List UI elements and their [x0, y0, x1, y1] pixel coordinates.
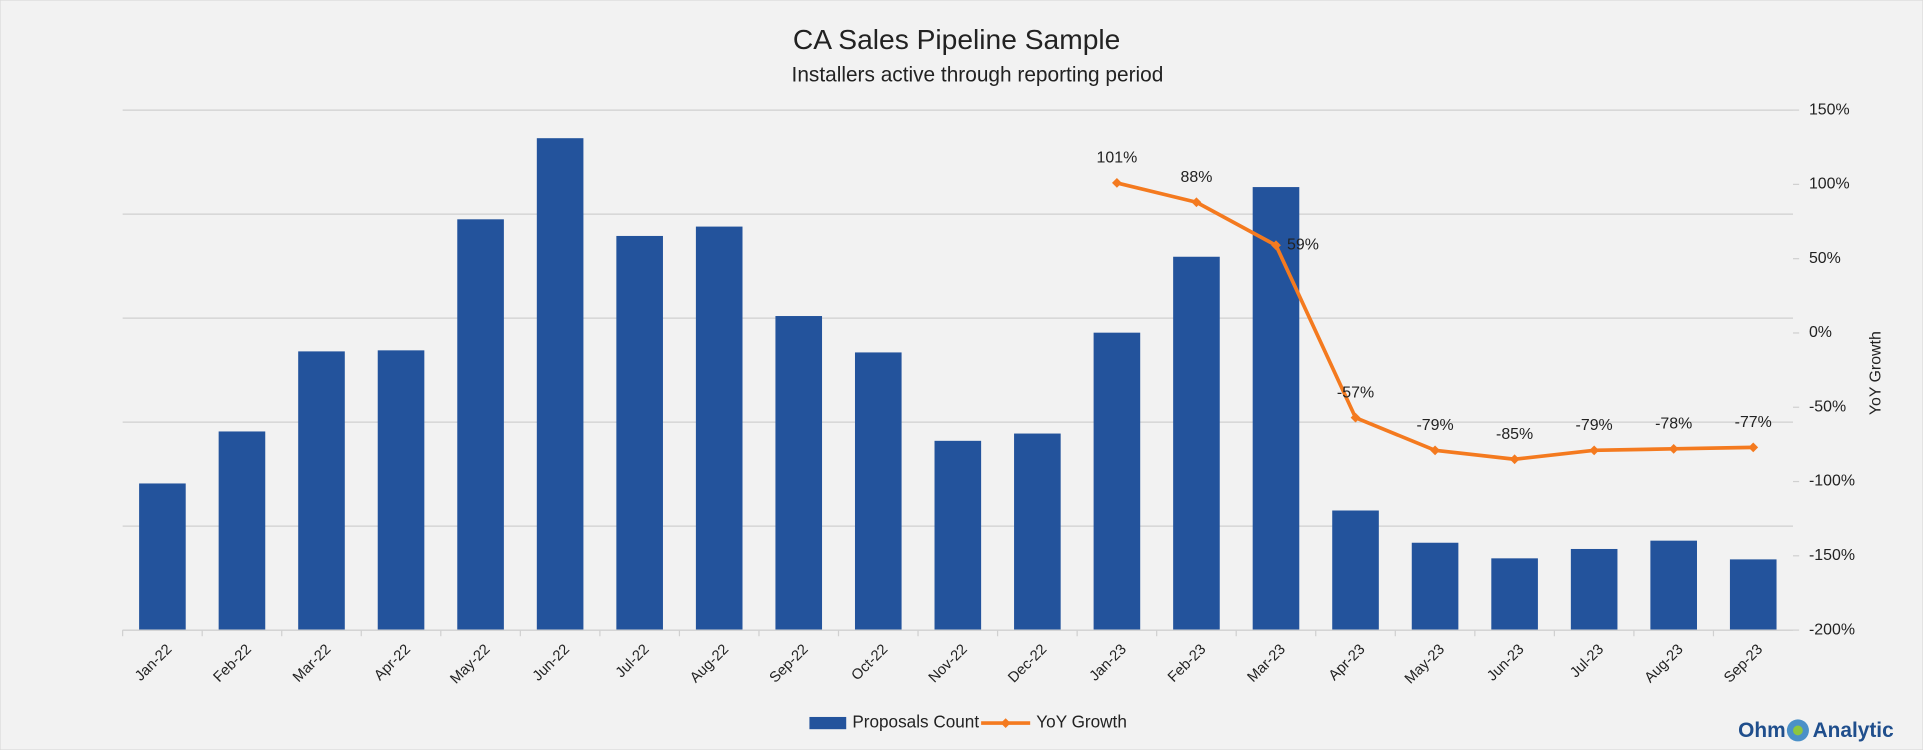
- data-label: 101%: [1097, 150, 1138, 167]
- bar: [1650, 540, 1697, 631]
- logo-text: Analytic: [1813, 719, 1894, 742]
- bar: [457, 219, 504, 631]
- bar: [1014, 433, 1061, 631]
- data-label: -79%: [1416, 417, 1453, 434]
- bar: [298, 351, 345, 631]
- legend-label: Proposals Count: [852, 712, 979, 732]
- y2-axis-label: YoY Growth: [1868, 331, 1885, 415]
- data-label: -78%: [1655, 416, 1692, 433]
- legend-label: YoY Growth: [1036, 712, 1127, 732]
- data-label: -85%: [1496, 426, 1533, 443]
- bar: [377, 350, 425, 631]
- bar: [1491, 558, 1538, 631]
- line-marker: [1191, 197, 1202, 208]
- logo-icon: [1793, 725, 1803, 736]
- chart-title: CA Sales Pipeline Sample: [793, 23, 1121, 55]
- y2-tick-label: -50%: [1809, 398, 1846, 415]
- y2-tick-label: -150%: [1809, 547, 1855, 564]
- data-label: -77%: [1735, 414, 1772, 431]
- bar: [854, 352, 902, 631]
- data-label: -57%: [1337, 384, 1374, 401]
- bar: [1411, 542, 1459, 631]
- line-marker: [1748, 442, 1759, 453]
- y2-tick-label: 0%: [1809, 324, 1832, 341]
- bar: [1729, 559, 1777, 631]
- bar: [1332, 510, 1379, 631]
- line-marker: [1430, 445, 1440, 456]
- bar: [218, 431, 266, 631]
- bar: [695, 226, 743, 631]
- bar: [775, 316, 823, 631]
- bar: [139, 483, 186, 631]
- bar: [1093, 332, 1141, 631]
- bar: [1570, 548, 1618, 631]
- bar: [934, 440, 982, 631]
- chart-subtitle: Installers active through reporting peri…: [792, 63, 1164, 86]
- bar: [1252, 187, 1300, 631]
- y2-tick-label: -100%: [1809, 473, 1855, 490]
- logo: Ohm Analytic: [1738, 719, 1894, 742]
- y2-tick-label: 100%: [1809, 176, 1850, 193]
- bar: [536, 138, 584, 631]
- legend-marker: [1000, 718, 1011, 728]
- bar: [1173, 256, 1220, 631]
- line-marker: [1589, 445, 1600, 456]
- data-label: -79%: [1576, 417, 1613, 434]
- logo-text: Ohm: [1738, 719, 1785, 742]
- legend-swatch: [809, 716, 847, 730]
- line-marker: [1509, 454, 1520, 465]
- y2-tick-label: -200%: [1809, 621, 1855, 638]
- data-label: 88%: [1181, 169, 1213, 186]
- data-label: 59%: [1287, 237, 1319, 254]
- bar: [616, 235, 663, 631]
- line-marker: [1271, 240, 1281, 251]
- y2-tick-label: 50%: [1809, 250, 1841, 267]
- y2-tick-label: 150%: [1809, 101, 1850, 118]
